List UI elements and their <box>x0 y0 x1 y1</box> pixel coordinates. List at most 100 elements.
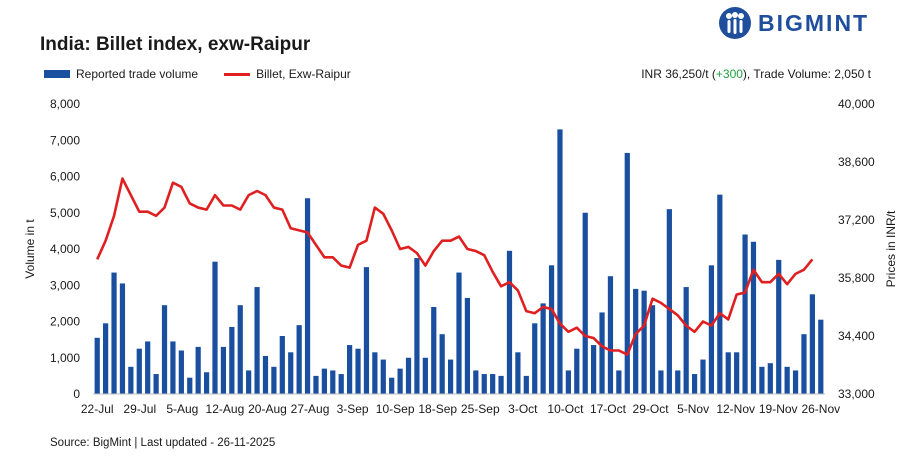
volume-bar <box>717 194 723 395</box>
x-tick-label: 12-Nov <box>716 402 755 416</box>
volume-bar <box>666 209 672 395</box>
volume-bar <box>700 359 706 394</box>
x-tick-label: 20-Aug <box>248 402 287 416</box>
x-tick-label: 5-Nov <box>677 402 709 416</box>
price-line <box>96 177 814 356</box>
volume-bar <box>321 368 327 395</box>
volume-bar <box>389 377 395 394</box>
price-summary: INR 36,250/t (+300), Trade Volume: 2,050… <box>641 67 871 81</box>
volume-bar <box>153 374 159 394</box>
volume-bar <box>145 341 151 394</box>
volume-bar <box>237 305 243 394</box>
volume-bar <box>633 288 639 395</box>
x-tick-label: 29-Jul <box>123 402 156 416</box>
volume-bar <box>405 357 412 394</box>
left-tick-label: 6,000 <box>50 170 80 184</box>
right-tick-label: 34,400 <box>838 329 875 343</box>
volume-bar <box>574 348 580 394</box>
volume-bar <box>532 323 538 394</box>
volume-bar <box>279 336 285 394</box>
right-tick-label: 38,600 <box>838 155 875 169</box>
y-axis-left-label: Volume in t <box>23 219 37 279</box>
brand-logo: BIGMINT <box>718 5 869 41</box>
volume-bar <box>363 267 370 395</box>
right-tick-label: 33,000 <box>838 387 875 401</box>
legend-label-price: Billet, Exw-Raipur <box>256 67 351 81</box>
volume-bar <box>304 198 311 394</box>
volume-bar <box>338 374 344 394</box>
volume-bar <box>355 348 361 394</box>
volume-bar <box>591 345 597 394</box>
volume-bar <box>94 337 100 394</box>
volume-bar <box>262 355 269 394</box>
volume-bar <box>271 366 277 394</box>
x-tick-label: 19-Nov <box>759 402 798 416</box>
volume-bar <box>658 370 664 394</box>
volume-bar <box>119 283 126 394</box>
left-tick-label: 7,000 <box>50 133 80 147</box>
summary-change: +300 <box>715 67 743 81</box>
right-axis-ticks: 33,000 34,400 35,800 37,200 38,600 40,000 <box>838 97 875 401</box>
right-tick-label: 37,200 <box>838 213 875 227</box>
volume-bar <box>759 366 765 394</box>
volume-bar <box>708 265 715 394</box>
volume-bar <box>111 272 117 394</box>
volume-bar <box>818 319 824 394</box>
volume-bar <box>490 374 496 394</box>
volume-bar <box>523 375 529 395</box>
volume-bar <box>725 352 731 394</box>
legend: Reported trade volume Billet, Exw-Raipur <box>44 67 377 81</box>
left-tick-label: 2,000 <box>50 315 80 329</box>
legend-swatch-line <box>224 72 251 76</box>
volume-bar <box>742 234 748 394</box>
legend-swatch-bar <box>44 70 70 78</box>
summary-rest: ), Trade Volume: 2,050 t <box>742 67 871 81</box>
volume-bar <box>220 346 227 395</box>
left-tick-label: 5,000 <box>50 206 80 220</box>
volume-bar <box>195 346 201 395</box>
volume-bar <box>187 377 193 394</box>
volume-bar <box>464 297 471 394</box>
x-tick-label: 18-Sep <box>418 402 457 416</box>
volume-bar <box>481 374 487 394</box>
volume-bar <box>254 287 260 394</box>
volume-bar <box>170 341 176 394</box>
volume-bar <box>506 250 513 394</box>
left-tick-label: 0 <box>73 387 80 401</box>
volume-bar <box>296 325 302 395</box>
x-tick-label: 27-Aug <box>291 402 330 416</box>
left-tick-label: 1,000 <box>50 351 80 365</box>
volume-bar <box>372 352 378 394</box>
volume-bar <box>641 290 647 394</box>
volume-bar <box>498 375 504 395</box>
volume-bar <box>540 303 546 395</box>
volume-bar <box>607 276 614 394</box>
legend-item-volume: Reported trade volume <box>44 67 198 81</box>
volume-bar <box>288 352 294 394</box>
right-tick-label: 35,800 <box>838 271 875 285</box>
volume-bar <box>203 372 210 394</box>
volume-bar <box>649 305 656 394</box>
volume-bar <box>397 368 403 395</box>
right-tick-label: 40,000 <box>838 97 875 111</box>
x-tick-label: 26-Nov <box>801 402 840 416</box>
volume-bar <box>792 370 799 394</box>
x-tick-label: 22-Jul <box>81 402 114 416</box>
brand-name: BIGMINT <box>758 9 870 36</box>
x-tick-label: 3-Sep <box>337 402 369 416</box>
volume-bar <box>439 334 445 394</box>
volume-bar <box>548 265 555 394</box>
volume-bar <box>557 129 563 395</box>
volume-bar <box>809 294 815 394</box>
volume-bar <box>776 259 782 395</box>
x-tick-label: 5-Aug <box>166 402 198 416</box>
bar-series <box>94 129 824 395</box>
x-tick-label: 17-Oct <box>590 402 627 416</box>
volume-bar <box>330 370 336 394</box>
x-tick-label: 10-Oct <box>547 402 584 416</box>
volume-bar <box>456 272 462 394</box>
left-tick-label: 4,000 <box>50 242 80 256</box>
chart-title: India: Billet index, exw-Raipur <box>40 34 311 55</box>
volume-bar <box>565 370 571 394</box>
